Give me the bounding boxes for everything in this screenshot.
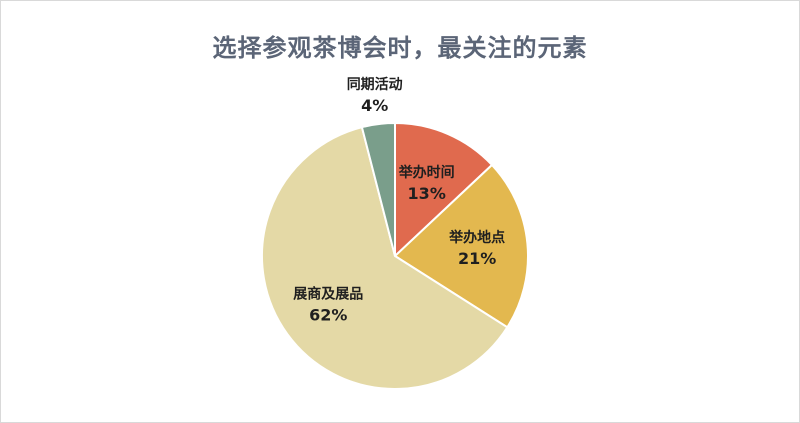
slice-category-label: 同期活动 bbox=[347, 76, 403, 93]
slice-value-label: 13% bbox=[408, 184, 446, 203]
slice-category-label: 展商及展品 bbox=[293, 286, 363, 303]
pie-slices bbox=[261, 121, 529, 390]
pie-slice-exhibitors bbox=[261, 125, 509, 390]
slice-value-label: 4% bbox=[361, 96, 388, 115]
pie-slice-time bbox=[394, 121, 494, 259]
slice-value-label: 62% bbox=[309, 306, 347, 325]
slice-value-label: 21% bbox=[458, 249, 496, 268]
pie-slice-location bbox=[393, 163, 529, 329]
pie-labels: 举办时间 13% 举办地点 21% 展商及展品 62% 同期活动 4% bbox=[293, 76, 505, 325]
chart-title: 选择参观茶博会时，最关注的元素 bbox=[212, 34, 588, 62]
pie-slice-activities bbox=[360, 121, 396, 257]
slice-category-label: 举办地点 bbox=[448, 229, 505, 246]
slice-category-label: 举办时间 bbox=[398, 164, 455, 181]
